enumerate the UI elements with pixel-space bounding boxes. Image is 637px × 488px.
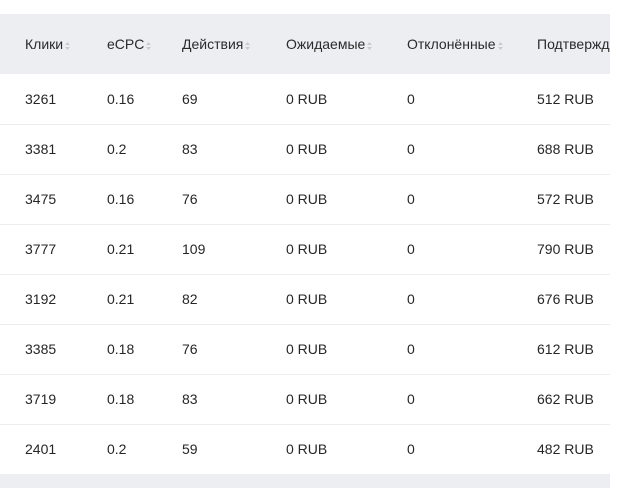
- cell-ecpc: 0.2: [107, 441, 127, 457]
- cell-confirmed: 790 RUB: [537, 241, 594, 257]
- table-row: 3261 0.16 69 0 RUB 0 512 RUB: [0, 74, 610, 124]
- cell-pending: 0 RUB: [286, 291, 328, 307]
- table-row: 3381 0.2 83 0 RUB 0 688 RUB: [0, 124, 610, 174]
- column-header-rejected[interactable]: Отклонённые: [382, 14, 512, 74]
- cell-pending: 0 RUB: [286, 241, 328, 257]
- cell-actions: 82: [182, 291, 198, 307]
- cell-confirmed: 612 RUB: [537, 341, 594, 357]
- stats-table-container: Клики eCPC Действия Ожидаемые Отклонённы…: [0, 14, 610, 488]
- cell-rejected: 0: [407, 441, 415, 457]
- cell-clicks: 3777: [25, 241, 57, 257]
- cell-actions: 76: [182, 191, 198, 207]
- cell-confirmed: 482 RUB: [537, 441, 594, 457]
- cell-actions: 83: [182, 391, 198, 407]
- table-body: 3261 0.16 69 0 RUB 0 512 RUB 3381 0.2 83…: [0, 74, 610, 474]
- cell-ecpc: 0.21: [107, 291, 135, 307]
- column-header-ecpc[interactable]: eCPC: [82, 14, 157, 74]
- table-row: 3475 0.16 76 0 RUB 0 572 RUB: [0, 174, 610, 224]
- cell-clicks: 3381: [25, 141, 57, 157]
- sort-icon: [146, 42, 152, 50]
- sort-icon: [245, 42, 251, 50]
- column-header-label: Подтвержд: [537, 36, 610, 52]
- column-header-label: eCPC: [107, 36, 145, 52]
- cell-clicks: 3719: [25, 391, 57, 407]
- cell-actions: 69: [182, 90, 198, 107]
- cell-confirmed: 572 RUB: [537, 191, 594, 207]
- cell-clicks: 3192: [25, 291, 57, 307]
- cell-confirmed: 512 RUB: [537, 90, 594, 107]
- cell-ecpc: 0.18: [107, 391, 135, 407]
- column-header-label: Клики: [25, 36, 64, 52]
- cell-rejected: 0: [407, 191, 415, 207]
- cell-pending: 0 RUB: [286, 441, 328, 457]
- table-row: 3719 0.18 83 0 RUB 0 662 RUB: [0, 374, 610, 424]
- cell-ecpc: 0.21: [107, 241, 135, 257]
- cell-rejected: 0: [407, 291, 415, 307]
- cell-pending: 0 RUB: [286, 391, 328, 407]
- cell-pending: 0 RUB: [286, 90, 328, 107]
- table-footer: [0, 474, 610, 488]
- table-row: 2401 0.2 59 0 RUB 0 482 RUB: [0, 424, 610, 474]
- cell-rejected: 0: [407, 391, 415, 407]
- cell-rejected: 0: [407, 241, 415, 257]
- cell-confirmed: 676 RUB: [537, 291, 594, 307]
- table-row: 3385 0.18 76 0 RUB 0 612 RUB: [0, 324, 610, 374]
- cell-rejected: 0: [407, 141, 415, 157]
- table-header: Клики eCPC Действия Ожидаемые Отклонённы…: [0, 14, 610, 74]
- column-header-actions[interactable]: Действия: [157, 14, 261, 74]
- cell-ecpc: 0.18: [107, 341, 135, 357]
- cell-confirmed: 688 RUB: [537, 141, 594, 157]
- cell-actions: 59: [182, 441, 198, 457]
- table-row: 3777 0.21 109 0 RUB 0 790 RUB: [0, 224, 610, 274]
- column-header-clicks[interactable]: Клики: [0, 14, 82, 74]
- cell-clicks: 3385: [25, 341, 57, 357]
- cell-actions: 76: [182, 341, 198, 357]
- stats-table: Клики eCPC Действия Ожидаемые Отклонённы…: [0, 14, 610, 475]
- page-edge: [610, 0, 637, 488]
- sort-icon: [497, 42, 503, 50]
- cell-ecpc: 0.16: [107, 191, 135, 207]
- cell-confirmed: 662 RUB: [537, 391, 594, 407]
- cell-pending: 0 RUB: [286, 191, 328, 207]
- table-row: 3192 0.21 82 0 RUB 0 676 RUB: [0, 274, 610, 324]
- header-row: Клики eCPC Действия Ожидаемые Отклонённы…: [0, 14, 610, 74]
- cell-actions: 83: [182, 141, 198, 157]
- cell-ecpc: 0.2: [107, 141, 127, 157]
- cell-clicks: 3261: [25, 90, 57, 107]
- cell-pending: 0 RUB: [286, 341, 328, 357]
- cell-rejected: 0: [407, 90, 415, 107]
- column-header-label: Ожидаемые: [286, 36, 366, 52]
- cell-pending: 0 RUB: [286, 141, 328, 157]
- cell-clicks: 3475: [25, 191, 57, 207]
- column-header-pending[interactable]: Ожидаемые: [261, 14, 382, 74]
- column-header-label: Действия: [182, 36, 244, 52]
- column-header-label: Отклонённые: [407, 36, 496, 52]
- sort-icon: [65, 42, 71, 50]
- cell-rejected: 0: [407, 341, 415, 357]
- column-header-confirmed[interactable]: Подтвержд: [512, 14, 610, 74]
- cell-actions: 109: [182, 241, 206, 257]
- cell-clicks: 2401: [25, 441, 57, 457]
- cell-ecpc: 0.16: [107, 90, 135, 107]
- sort-icon: [367, 42, 373, 50]
